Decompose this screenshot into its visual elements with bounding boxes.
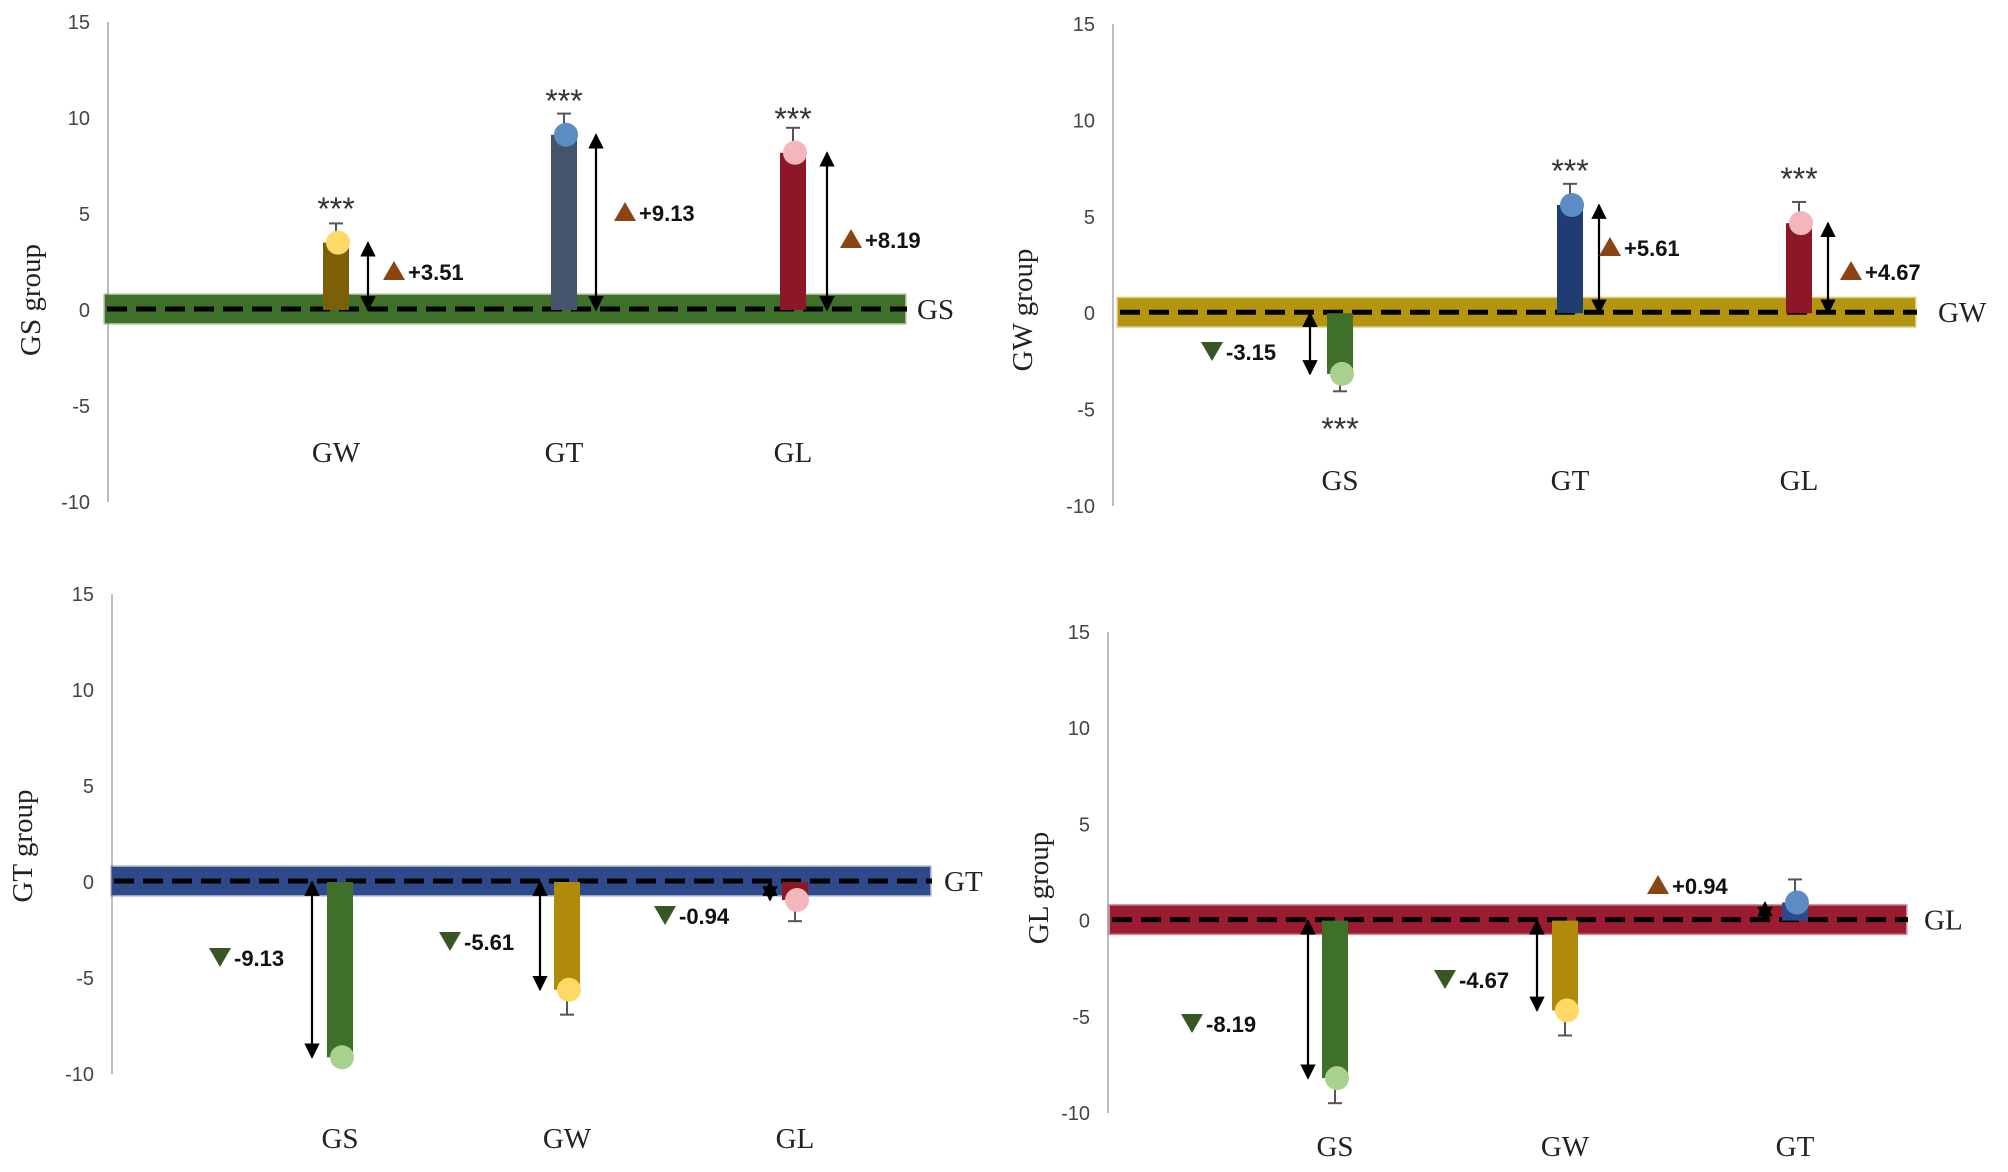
triangle-up-icon	[1599, 237, 1621, 256]
category-label: GL	[776, 1123, 815, 1155]
y-tick-label: -5	[76, 968, 94, 990]
reference-group-label: GL	[1924, 905, 1963, 937]
y-tick-label: 15	[68, 12, 90, 34]
significance-label: ***	[1780, 161, 1817, 197]
triangle-up-icon	[1647, 875, 1669, 894]
triangle-up-icon	[840, 229, 862, 248]
triangle-down-icon	[1181, 1014, 1203, 1033]
triangle-down-icon	[439, 932, 461, 951]
difference-label: +8.19	[865, 228, 921, 253]
bar	[327, 882, 353, 1058]
triangle-down-icon	[209, 948, 231, 967]
category-label: GW	[312, 437, 361, 469]
difference-label: +0.94	[1672, 874, 1728, 899]
chart-panel-gl: 15 10 5 0 -5 -10 GL group GL -8.19 GS -4.67 GW +0.94…	[1023, 622, 1963, 1163]
chart-panel-gt: 15 10 5 0 -5 -10 GT group GT -9.13 GS -5.61 GW -0.94…	[7, 584, 983, 1155]
difference-label: -9.13	[234, 946, 284, 971]
bar	[1322, 920, 1348, 1079]
reference-group-label: GS	[917, 294, 954, 326]
data-point-marker	[1325, 1066, 1349, 1091]
difference-label: +5.61	[1624, 236, 1680, 261]
bar	[1552, 920, 1578, 1011]
y-axis-title: GS group	[15, 244, 47, 356]
y-tick-label: 0	[1079, 911, 1090, 933]
data-point-marker	[1789, 211, 1813, 236]
bar	[551, 134, 577, 310]
data-point-marker	[1555, 998, 1579, 1023]
difference-label: -8.19	[1206, 1012, 1256, 1037]
y-tick-label: -10	[1061, 1103, 1090, 1125]
category-label: GL	[1780, 465, 1819, 497]
significance-label: ***	[1551, 153, 1588, 189]
y-tick-label: 0	[83, 872, 94, 894]
data-point-marker	[554, 122, 578, 147]
category-label: GS	[1321, 465, 1358, 497]
bar	[1786, 223, 1812, 314]
significance-label: ***	[1321, 411, 1358, 447]
y-tick-label: 15	[1068, 622, 1090, 644]
triangle-up-icon	[1840, 261, 1862, 280]
y-tick-label: 5	[79, 204, 90, 226]
y-axis-title: GT group	[7, 789, 39, 902]
bar	[1557, 205, 1583, 314]
y-axis-title: GW group	[1007, 249, 1039, 372]
significance-label: ***	[545, 83, 582, 119]
y-tick-label: -10	[65, 1064, 94, 1086]
y-tick-label: 15	[72, 584, 94, 606]
y-tick-label: 10	[1068, 718, 1090, 740]
data-point-marker	[1330, 361, 1354, 386]
y-tick-label: 5	[1084, 207, 1095, 229]
chart-panel-gs: 15 10 5 0 -5 -10 GS group GS +3.51 *** GW +9.13 *** G…	[15, 12, 954, 514]
data-point-marker	[1560, 193, 1584, 218]
difference-label: -0.94	[679, 904, 730, 929]
difference-label: +4.67	[1865, 260, 1921, 285]
category-label: GT	[1551, 465, 1590, 497]
category-label: GW	[543, 1123, 592, 1155]
category-label: GS	[1316, 1131, 1353, 1163]
reference-group-label: GT	[944, 866, 983, 898]
y-tick-label: 5	[1079, 814, 1090, 836]
data-point-marker	[330, 1045, 354, 1070]
y-tick-label: 15	[1073, 14, 1095, 36]
data-point-marker	[783, 140, 807, 165]
y-tick-label: 0	[79, 300, 90, 322]
difference-label: -5.61	[464, 930, 514, 955]
category-label: GW	[1541, 1131, 1590, 1163]
bar	[554, 882, 580, 990]
significance-label: ***	[317, 191, 354, 227]
y-tick-label: -5	[1072, 1007, 1090, 1029]
triangle-down-icon	[654, 906, 676, 925]
reference-group-label: GW	[1938, 297, 1987, 329]
y-tick-label: 10	[68, 108, 90, 130]
y-axis-title: GL group	[1023, 832, 1055, 945]
triangle-up-icon	[614, 202, 636, 221]
y-tick-label: -10	[61, 492, 90, 514]
data-point-marker	[326, 230, 350, 255]
y-tick-label: 10	[72, 680, 94, 702]
triangle-up-icon	[383, 261, 405, 280]
category-label: GL	[774, 437, 813, 469]
y-tick-label: 5	[83, 776, 94, 798]
significance-label: ***	[774, 101, 811, 137]
category-label: GS	[321, 1123, 358, 1155]
y-tick-label: -5	[72, 396, 90, 418]
category-label: GT	[545, 437, 584, 469]
chart-panel-gw: 15 10 5 0 -5 -10 GW group GW -3.15 *** GS +5.61 *** G…	[1007, 14, 1987, 518]
difference-label: -3.15	[1226, 340, 1276, 365]
bar	[780, 152, 806, 310]
y-tick-label: -10	[1066, 496, 1095, 518]
data-point-marker	[1785, 890, 1809, 915]
data-point-marker	[557, 977, 581, 1002]
difference-label: -4.67	[1459, 968, 1509, 993]
y-tick-label: -5	[1077, 400, 1095, 422]
difference-label: +9.13	[639, 201, 695, 226]
y-tick-label: 10	[1073, 110, 1095, 132]
y-tick-label: 0	[1084, 303, 1095, 325]
data-point-marker	[785, 888, 809, 913]
category-label: GT	[1776, 1131, 1815, 1163]
triangle-down-icon	[1201, 342, 1223, 361]
difference-label: +3.51	[408, 260, 464, 285]
triangle-down-icon	[1434, 970, 1456, 989]
